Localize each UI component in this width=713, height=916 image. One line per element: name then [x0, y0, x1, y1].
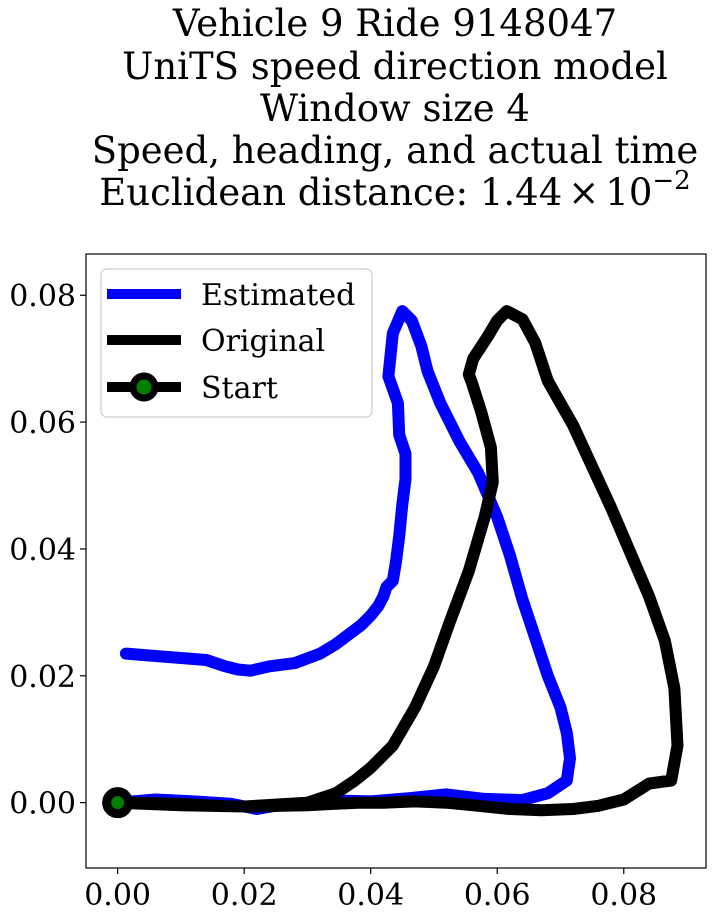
title-distance-exponent: −2	[652, 166, 690, 196]
title-line-5: Euclidean distance: 1.44 × 10−2	[99, 166, 690, 214]
series-line-original	[111, 305, 684, 817]
chart-title: Vehicle 9 Ride 9148047 UniTS speed direc…	[92, 2, 699, 214]
legend-box	[100, 268, 373, 418]
title-distance-times: ×	[568, 171, 599, 214]
legend: Estimated Original Start	[100, 268, 373, 418]
x-tick-label: 0.02	[211, 878, 278, 913]
title-line-4: Speed, heading, and actual time	[92, 129, 699, 172]
y-axis: 0.00 0.02 0.04 0.06 0.08	[9, 279, 86, 822]
legend-label-original: Original	[201, 324, 325, 359]
legend-swatch-start-marker	[129, 372, 159, 402]
plot-frame	[85, 253, 707, 869]
y-tick-label: 0.02	[9, 660, 76, 695]
y-tick-label: 0.00	[9, 787, 76, 822]
start-marker	[102, 787, 134, 819]
y-tick-label: 0.04	[9, 533, 76, 568]
x-tick-label: 0.08	[590, 878, 657, 913]
title-distance-prefix: Euclidean distance:	[99, 171, 480, 214]
x-tick-label: 0.06	[464, 878, 531, 913]
legend-label-start: Start	[201, 371, 278, 406]
title-distance-mantissa: 1.44	[480, 171, 562, 214]
legend-label-estimated: Estimated	[201, 278, 355, 313]
title-line-2: UniTS speed direction model	[122, 45, 668, 88]
title-line-3: Window size 4	[260, 87, 530, 130]
y-tick-label: 0.08	[9, 279, 76, 314]
y-tick-label: 0.06	[9, 406, 76, 441]
title-distance-base: 10	[605, 171, 652, 214]
x-tick-label: 0.00	[84, 878, 151, 913]
series-layer	[102, 305, 684, 819]
x-tick-label: 0.04	[337, 878, 404, 913]
x-axis: 0.00 0.02 0.04 0.06 0.08	[84, 868, 657, 913]
title-line-1: Vehicle 9 Ride 9148047	[172, 2, 617, 45]
